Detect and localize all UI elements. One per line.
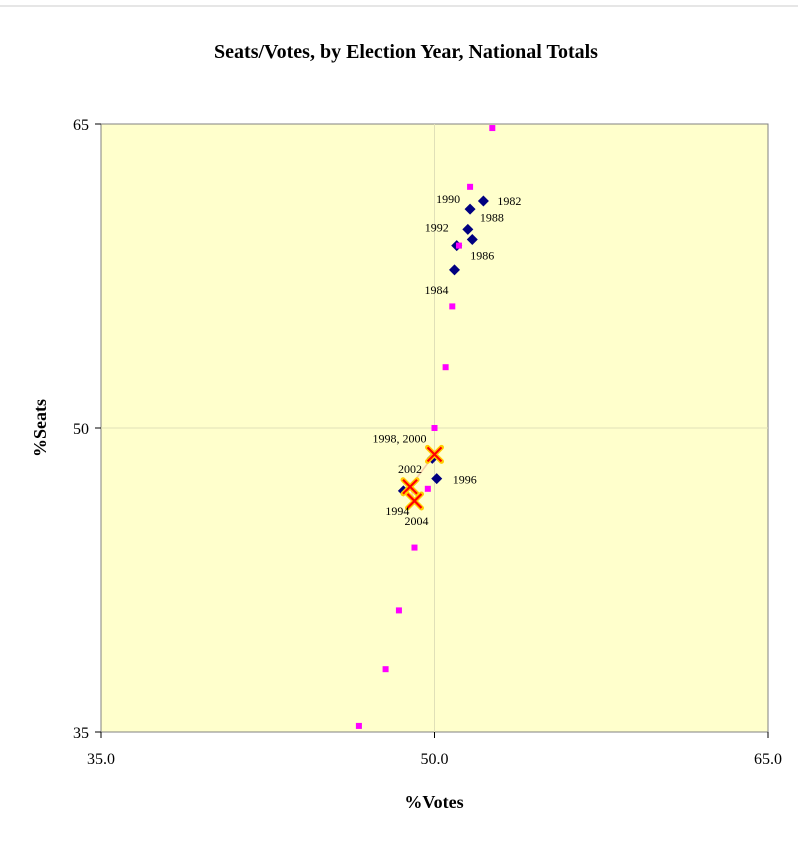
square-point <box>424 485 431 492</box>
point-label: 1998, 2000 <box>373 431 427 445</box>
x-tick-label: 50.0 <box>421 751 449 768</box>
point-label: 1982 <box>497 194 521 208</box>
square-point <box>411 544 418 551</box>
point-label: 1984 <box>425 283 449 297</box>
chart-title: Seats/Votes, by Election Year, National … <box>214 41 598 63</box>
y-tick-label: 35 <box>73 725 89 742</box>
point-label: 1996 <box>453 473 477 487</box>
y-axis-label: %Seats <box>30 399 50 457</box>
point-label: 1992 <box>425 221 449 235</box>
point-label: 1986 <box>470 249 494 263</box>
x-tick-label: 65.0 <box>754 751 782 768</box>
point-label: 1988 <box>480 210 504 224</box>
x-tick-label: 35.0 <box>87 751 115 768</box>
x-marker-point <box>425 444 444 464</box>
y-tick-label: 65 <box>73 117 89 134</box>
point-label: 2004 <box>404 514 428 528</box>
diamond-point <box>431 473 443 485</box>
square-point <box>449 303 456 310</box>
point-label: 1990 <box>436 192 460 206</box>
point-label: 1994 <box>385 504 409 518</box>
point-labels: 1982 1984 1986 1988 1990 1992 1994 1996 1998, 20… <box>373 192 522 528</box>
square-point <box>489 125 496 132</box>
square-point <box>455 242 462 249</box>
diamond-point <box>466 234 478 246</box>
diamond-point <box>477 195 489 207</box>
square-point <box>382 666 389 673</box>
square-point <box>442 364 449 371</box>
x-marker-point <box>404 491 424 511</box>
y-tick-label: 50 <box>73 421 89 438</box>
diamond-point <box>462 223 474 235</box>
data-marks <box>355 125 496 729</box>
axis-ticks: 35.0 50.0 65.0 35 50 65 <box>73 117 782 768</box>
square-point <box>355 722 362 729</box>
diamond-point <box>464 203 476 215</box>
square-point <box>431 425 438 431</box>
diamond-point <box>449 264 461 276</box>
square-point <box>467 183 474 190</box>
x-marker-point <box>400 477 420 497</box>
square-point <box>395 607 402 614</box>
point-label: 2002 <box>398 462 422 476</box>
x-axis-label: %Votes <box>404 792 463 812</box>
